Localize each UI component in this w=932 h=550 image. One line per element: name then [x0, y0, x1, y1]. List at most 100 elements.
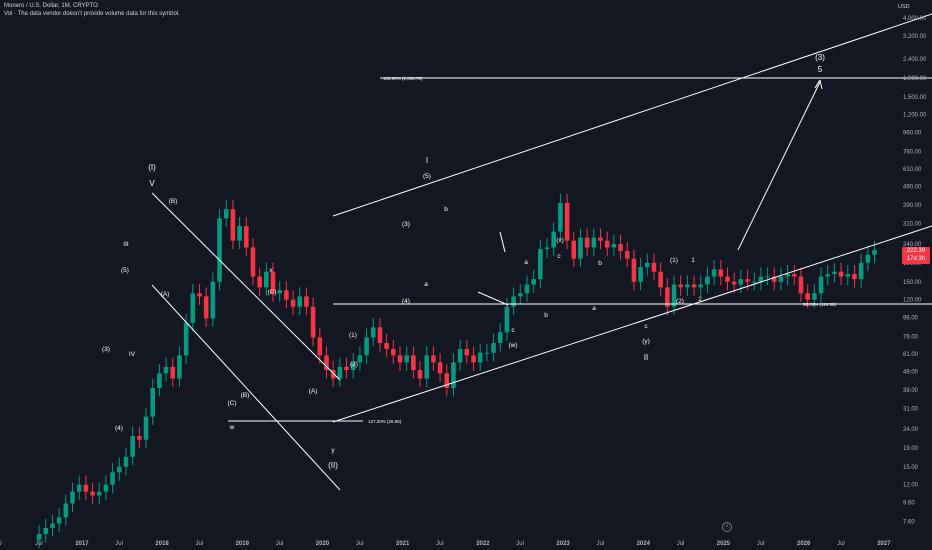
- candle-body: [183, 322, 189, 356]
- candle-body: [758, 276, 764, 282]
- candles: [36, 193, 877, 549]
- y-tick-label: 390.00: [903, 203, 922, 209]
- candle-body: [518, 293, 523, 297]
- candle-body: [825, 274, 831, 277]
- candle-body: [230, 209, 236, 241]
- x-tick-label: 2024: [637, 541, 651, 547]
- wave-label: (2): [676, 298, 684, 305]
- candle-body: [865, 254, 871, 263]
- candle-body: [370, 327, 376, 338]
- wave-label: x: [269, 267, 273, 274]
- y-tick-label: 15.00: [903, 465, 919, 471]
- wave-labels: (I)VIII(II)(3)5IIIIV(5)(4)(3)(A)(B)(C)xw…: [102, 53, 836, 470]
- candle-body: [765, 276, 770, 278]
- candle-body: [711, 269, 717, 277]
- y-tick-label: 240.00: [903, 242, 922, 248]
- arrow-head-right: [819, 79, 823, 90]
- candle-body: [471, 355, 476, 363]
- candle-body: [698, 284, 704, 288]
- time-axis[interactable]: 16 Jul 2017 Jul 2018 Jul 2019 Jul 2020 Jul 2021 Jul…: [0, 541, 891, 547]
- wave-label: IV: [129, 351, 136, 358]
- candle-body: [63, 503, 69, 518]
- candle-body: [190, 293, 196, 323]
- candle-body: [284, 290, 289, 300]
- y-tick-label: 150.00: [903, 280, 922, 286]
- candle-body: [304, 296, 309, 307]
- candle-body: [477, 352, 483, 363]
- wave-label: (1): [349, 332, 357, 339]
- candle-body: [832, 271, 837, 275]
- y-tick-label: 4,000.00: [903, 16, 927, 22]
- wave-label: (I): [148, 163, 156, 172]
- candle-body: [297, 296, 303, 307]
- candle-body: [163, 366, 169, 374]
- wave-label: (3): [402, 221, 410, 228]
- downtrend-lower-line: [151, 284, 341, 491]
- wave-label: 1: [691, 257, 695, 264]
- y-tick-label: 2,400.00: [903, 57, 927, 63]
- candle-body: [217, 218, 222, 282]
- y-tick-label: 1,900.00: [903, 76, 927, 82]
- fib-label: 50.00% (116.58): [803, 302, 836, 307]
- candle-body: [157, 373, 162, 388]
- x-tick-label: Jul: [516, 541, 524, 547]
- wave-label: (x): [556, 237, 564, 244]
- wave-label: (B): [169, 198, 178, 205]
- bar-countdown: 17d 3h: [906, 256, 926, 262]
- wave-label: a: [424, 281, 428, 288]
- candle-body: [798, 276, 804, 294]
- y-tick-label: 9.60: [903, 501, 915, 507]
- wave-label: I: [426, 156, 428, 165]
- candle-body: [678, 284, 683, 288]
- currency-label: USD: [898, 4, 910, 10]
- candle-body: [658, 271, 663, 288]
- candle-body: [497, 332, 503, 343]
- candle-body: [243, 226, 249, 248]
- wave-label: (3): [815, 53, 825, 62]
- wave-label: c: [557, 253, 561, 260]
- candle-body: [571, 240, 577, 259]
- y-tick-label: 24.00: [903, 427, 919, 433]
- wave-label: III: [123, 241, 129, 248]
- y-tick-label: 960.00: [903, 131, 922, 137]
- price-axis[interactable]: 4,000.00 3,200.00 2,400.00 1,900.00 1,500.00…: [903, 16, 927, 525]
- candle-body: [598, 237, 603, 241]
- x-tick-label: 2018: [155, 541, 169, 547]
- candle-body: [872, 250, 877, 255]
- x-tick-label: 2026: [797, 541, 811, 547]
- wave-label: (y): [642, 338, 650, 345]
- tradingview-logo-icon[interactable]: ⓓ: [722, 522, 732, 532]
- y-tick-label: 120.00: [903, 298, 922, 304]
- candle-body: [805, 293, 810, 300]
- wave-label: (4): [115, 425, 123, 432]
- x-tick-label: 2017: [75, 541, 89, 547]
- candle-body: [364, 337, 369, 356]
- candle-body: [691, 284, 697, 288]
- candle-body: [137, 435, 142, 440]
- candle-body: [551, 231, 557, 248]
- candle-body: [117, 466, 122, 473]
- y-tick-label: 490.00: [903, 185, 922, 191]
- wave-label: b: [544, 312, 548, 319]
- x-tick-label: 2020: [316, 541, 330, 547]
- candle-body: [812, 293, 817, 300]
- candle-body: [123, 456, 129, 467]
- arrow-head-left: [814, 79, 821, 89]
- x-tick-label: Jul: [757, 541, 765, 547]
- wave-label: (II): [328, 461, 338, 470]
- candle-body: [324, 355, 329, 371]
- wave-label: (C): [267, 289, 276, 296]
- x-tick-label: 2025: [717, 541, 731, 547]
- last-price-badge: 222.39 17d 3h: [902, 247, 930, 264]
- candle-body: [705, 276, 710, 285]
- candle-body: [130, 435, 135, 457]
- candle-body: [838, 271, 844, 277]
- candle-body: [177, 355, 182, 379]
- x-marker-line: [499, 231, 506, 253]
- wave-label: a: [592, 305, 596, 312]
- x-tick-label: Jul: [356, 541, 364, 547]
- candle-body: [36, 533, 42, 540]
- candle-body: [564, 202, 570, 241]
- wave-label: V: [149, 179, 155, 188]
